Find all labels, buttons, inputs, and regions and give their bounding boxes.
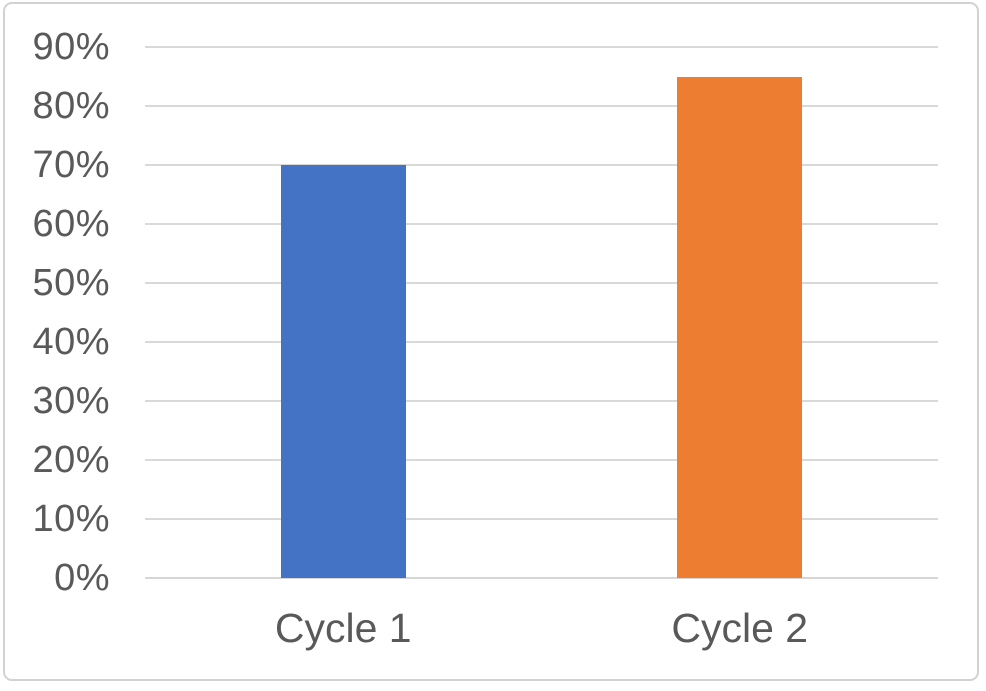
gridline-30% xyxy=(145,400,938,402)
y-tick-label-10%: 10% xyxy=(32,498,110,540)
y-tick-label-40%: 40% xyxy=(32,321,110,363)
y-tick-label-90%: 90% xyxy=(32,26,110,68)
x-tick-label-cycle-1: Cycle 1 xyxy=(274,605,412,651)
x-tick-label-cycle-2: Cycle 2 xyxy=(671,605,809,651)
bar-cycle-2 xyxy=(677,76,803,578)
gridline-70% xyxy=(145,164,938,166)
y-tick-label-20%: 20% xyxy=(32,439,110,481)
gridline-10% xyxy=(145,518,938,520)
gridline-60% xyxy=(145,223,938,225)
y-tick-label-70%: 70% xyxy=(32,144,110,186)
gridline-50% xyxy=(145,282,938,284)
y-tick-label-60%: 60% xyxy=(32,203,110,245)
y-tick-label-50%: 50% xyxy=(32,262,110,304)
gridline-80% xyxy=(145,105,938,107)
gridline-40% xyxy=(145,341,938,343)
gridline-0% xyxy=(145,577,938,579)
bar-cycle-1 xyxy=(280,165,406,578)
y-tick-label-30%: 30% xyxy=(32,380,110,422)
y-tick-label-0%: 0% xyxy=(54,557,110,599)
gridline-20% xyxy=(145,459,938,461)
gridline-90% xyxy=(145,46,938,48)
y-tick-label-80%: 80% xyxy=(32,85,110,127)
